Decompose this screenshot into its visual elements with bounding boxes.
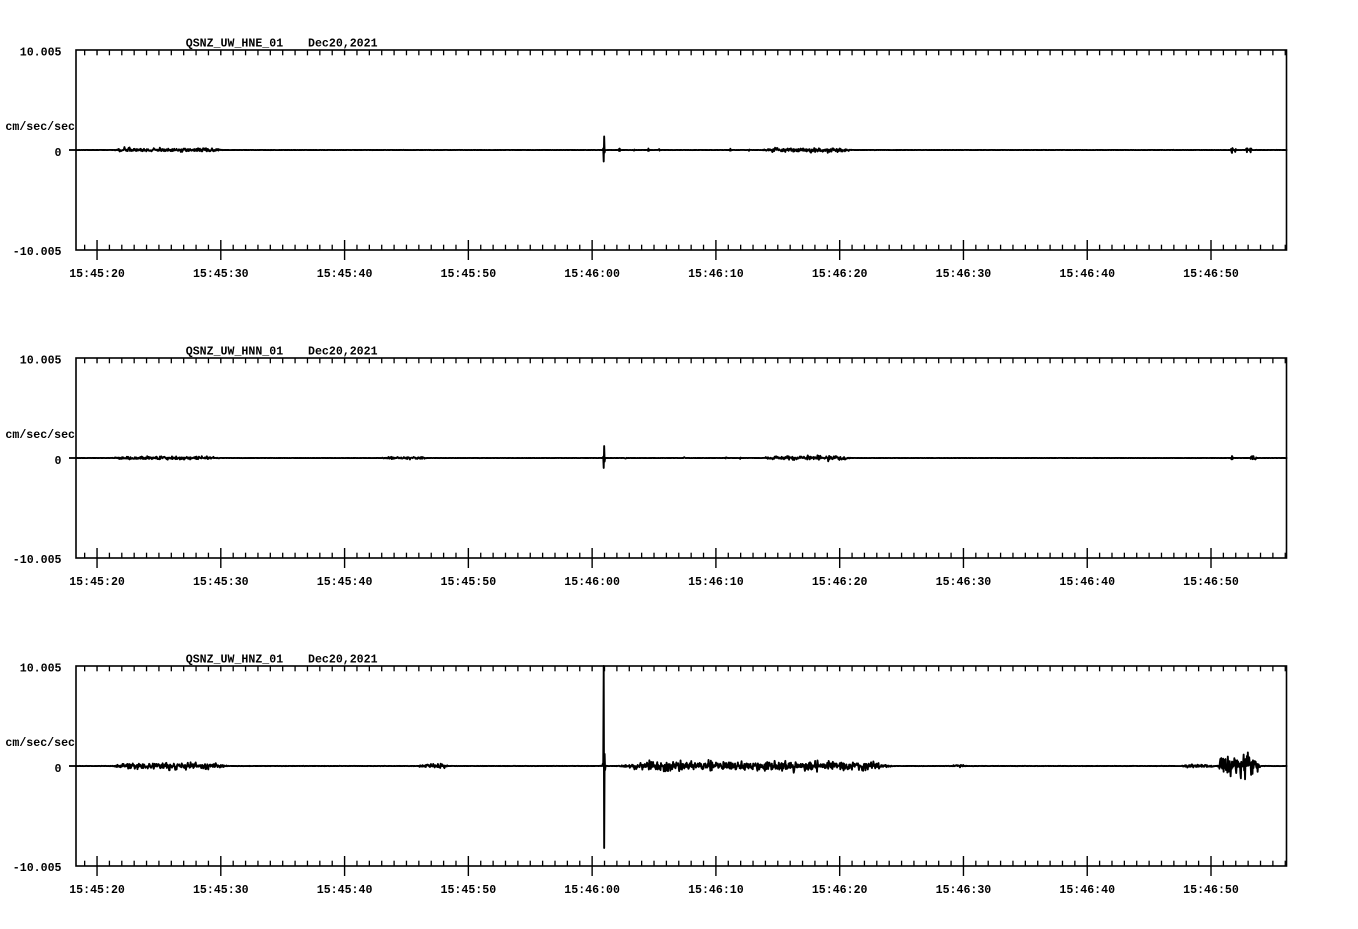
svg-text:15:46:20: 15:46:20 <box>812 884 868 897</box>
svg-text:15:46:30: 15:46:30 <box>936 268 992 281</box>
svg-text:15:45:40: 15:45:40 <box>317 576 373 589</box>
svg-text:15:45:20: 15:45:20 <box>69 576 125 589</box>
svg-text:15:45:50: 15:45:50 <box>441 884 497 897</box>
svg-text:15:45:40: 15:45:40 <box>317 268 373 281</box>
svg-text:15:46:50: 15:46:50 <box>1183 576 1239 589</box>
svg-text:15:46:10: 15:46:10 <box>688 884 744 897</box>
svg-text:15:45:30: 15:45:30 <box>193 576 249 589</box>
svg-text:QSNZ_UW_HNN_01: QSNZ_UW_HNN_01 <box>186 346 283 359</box>
svg-text:10.005: 10.005 <box>20 47 62 60</box>
svg-text:15:46:40: 15:46:40 <box>1059 268 1115 281</box>
svg-text:15:45:20: 15:45:20 <box>69 884 125 897</box>
svg-text:15:45:30: 15:45:30 <box>193 268 249 281</box>
svg-text:0: 0 <box>55 147 62 160</box>
svg-text:-10.005: -10.005 <box>13 554 62 567</box>
svg-text:15:45:50: 15:45:50 <box>441 268 497 281</box>
svg-text:cm/sec/sec: cm/sec/sec <box>5 737 75 750</box>
svg-text:15:46:20: 15:46:20 <box>812 576 868 589</box>
svg-text:15:46:00: 15:46:00 <box>564 884 620 897</box>
svg-text:0: 0 <box>55 763 62 776</box>
svg-text:10.005: 10.005 <box>20 663 62 676</box>
svg-text:15:46:40: 15:46:40 <box>1059 576 1115 589</box>
svg-text:-10.005: -10.005 <box>13 862 62 875</box>
svg-text:15:45:50: 15:45:50 <box>441 576 497 589</box>
svg-text:15:46:30: 15:46:30 <box>936 576 992 589</box>
svg-text:cm/sec/sec: cm/sec/sec <box>5 429 75 442</box>
svg-text:cm/sec/sec: cm/sec/sec <box>5 121 75 134</box>
svg-text:15:45:30: 15:45:30 <box>193 884 249 897</box>
svg-text:Dec20,2021: Dec20,2021 <box>308 38 378 51</box>
svg-text:15:45:40: 15:45:40 <box>317 884 373 897</box>
svg-text:QSNZ_UW_HNZ_01: QSNZ_UW_HNZ_01 <box>186 654 283 667</box>
svg-text:Dec20,2021: Dec20,2021 <box>308 346 378 359</box>
svg-text:15:46:40: 15:46:40 <box>1059 884 1115 897</box>
svg-text:Dec20,2021: Dec20,2021 <box>308 654 378 667</box>
svg-text:15:46:50: 15:46:50 <box>1183 268 1239 281</box>
svg-text:15:46:10: 15:46:10 <box>688 268 744 281</box>
svg-text:-10.005: -10.005 <box>13 246 62 259</box>
svg-text:10.005: 10.005 <box>20 355 62 368</box>
svg-text:15:46:00: 15:46:00 <box>564 268 620 281</box>
svg-text:QSNZ_UW_HNE_01: QSNZ_UW_HNE_01 <box>186 38 283 51</box>
svg-text:15:46:00: 15:46:00 <box>564 576 620 589</box>
svg-text:15:46:20: 15:46:20 <box>812 268 868 281</box>
svg-text:15:46:30: 15:46:30 <box>936 884 992 897</box>
svg-text:15:45:20: 15:45:20 <box>69 268 125 281</box>
svg-text:15:46:10: 15:46:10 <box>688 576 744 589</box>
svg-text:0: 0 <box>55 455 62 468</box>
svg-text:15:46:50: 15:46:50 <box>1183 884 1239 897</box>
